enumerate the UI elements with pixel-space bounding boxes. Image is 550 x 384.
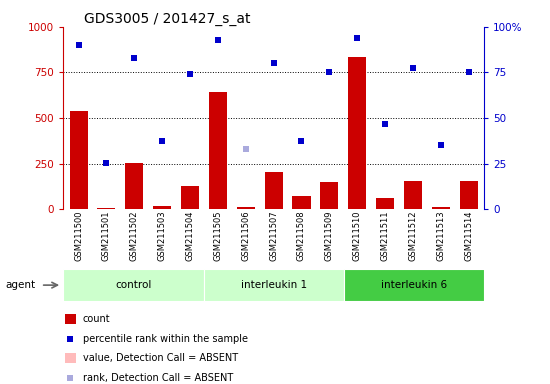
Text: GSM211510: GSM211510	[353, 210, 362, 261]
Bar	[65, 314, 76, 324]
Bar	[69, 111, 87, 209]
Bar	[460, 181, 478, 209]
Bar	[344, 269, 484, 301]
Bar	[63, 269, 204, 301]
Text: GSM211505: GSM211505	[213, 210, 222, 261]
Bar	[181, 185, 199, 209]
Text: GSM211511: GSM211511	[381, 210, 389, 261]
Text: value, Detection Call = ABSENT: value, Detection Call = ABSENT	[83, 353, 238, 363]
Bar	[376, 199, 394, 209]
Text: count: count	[83, 314, 111, 324]
Bar	[320, 182, 338, 209]
Text: GSM211507: GSM211507	[269, 210, 278, 261]
Text: GSM211512: GSM211512	[409, 210, 417, 261]
Text: GSM211509: GSM211509	[325, 210, 334, 261]
Bar	[236, 207, 255, 209]
Text: agent: agent	[6, 280, 36, 290]
Bar	[204, 269, 344, 301]
Text: GSM211508: GSM211508	[297, 210, 306, 261]
Text: control: control	[115, 280, 152, 290]
Bar	[432, 207, 450, 209]
Bar	[209, 92, 227, 209]
Text: GSM211506: GSM211506	[241, 210, 250, 261]
Text: GSM211513: GSM211513	[436, 210, 446, 261]
Text: GSM211500: GSM211500	[74, 210, 83, 261]
Text: interleukin 6: interleukin 6	[381, 280, 447, 290]
Bar	[65, 353, 76, 363]
Text: GSM211503: GSM211503	[158, 210, 167, 261]
Bar	[348, 57, 366, 209]
Text: interleukin 1: interleukin 1	[240, 280, 307, 290]
Text: GDS3005 / 201427_s_at: GDS3005 / 201427_s_at	[84, 12, 251, 26]
Bar	[153, 206, 171, 209]
Text: rank, Detection Call = ABSENT: rank, Detection Call = ABSENT	[83, 373, 233, 383]
Bar	[293, 195, 311, 209]
Text: GSM211502: GSM211502	[130, 210, 139, 261]
Bar	[265, 172, 283, 209]
Text: GSM211514: GSM211514	[464, 210, 473, 261]
Text: GSM211501: GSM211501	[102, 210, 111, 261]
Bar	[125, 163, 144, 209]
Text: percentile rank within the sample: percentile rank within the sample	[83, 334, 248, 344]
Bar	[404, 181, 422, 209]
Text: GSM211504: GSM211504	[185, 210, 195, 261]
